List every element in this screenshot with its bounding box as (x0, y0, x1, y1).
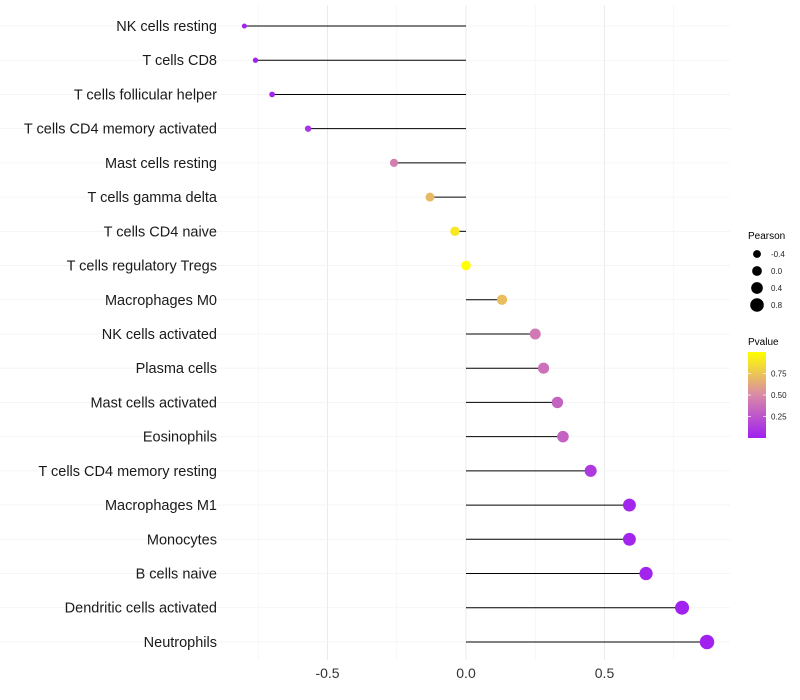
point (675, 600, 690, 615)
size-legend-label: 0.8 (771, 301, 783, 310)
point (252, 57, 259, 63)
x-axis-ticks: -0.5 0.0 0.5 (315, 665, 614, 681)
y-axis-label: Eosinophils (143, 430, 217, 446)
y-axis-label: Dendritic cells activated (65, 601, 217, 617)
size-legend-label: 0.4 (771, 284, 783, 293)
y-axis-label: Monocytes (147, 532, 217, 548)
point (269, 91, 275, 98)
y-axis-label: Plasma cells (136, 361, 217, 377)
point (639, 566, 653, 581)
size-legend-label: -0.4 (771, 250, 785, 259)
size-legend-title: Pearson (748, 231, 785, 242)
y-axis-labels: NK cells resting T cells CD8 T cells folli… (24, 19, 218, 651)
y-axis-label: T cells gamma delta (88, 190, 218, 206)
y-axis-label: NK cells activated (102, 327, 217, 343)
size-legend-key (753, 250, 761, 258)
y-axis-label: Neutrophils (144, 635, 217, 651)
color-legend-label: 0.75 (771, 370, 787, 379)
point (537, 362, 550, 374)
y-axis-label: T cells regulatory Tregs (67, 259, 217, 275)
stems (244, 25, 707, 643)
point (584, 464, 597, 477)
x-tick-label: 0.0 (456, 665, 476, 681)
point (389, 158, 399, 167)
x-tick-label: 0.5 (595, 665, 615, 681)
point (450, 226, 460, 237)
color-bar (748, 352, 766, 438)
points (241, 23, 715, 650)
point (425, 192, 435, 202)
color-legend-label: 0.25 (771, 413, 787, 422)
point (304, 125, 312, 132)
point (699, 634, 715, 650)
point (622, 532, 636, 546)
point (551, 396, 564, 409)
y-axis-label: Mast cells activated (90, 395, 217, 411)
x-tick-label: -0.5 (315, 665, 339, 681)
y-axis-label: Macrophages M1 (105, 498, 217, 514)
point (557, 430, 569, 443)
y-axis-label: Mast cells resting (105, 156, 217, 172)
y-axis-label: T cells CD4 memory activated (24, 122, 217, 138)
size-legend-key (750, 298, 764, 312)
point (241, 23, 247, 29)
y-axis-label: Macrophages M0 (105, 293, 217, 309)
legend: Pearson -0.4 0.0 0.4 0.8 Pvalue 0.75 0.50 0.2… (748, 231, 787, 438)
size-legend-label: 0.0 (771, 267, 783, 276)
point (622, 498, 636, 512)
y-axis-label: T cells CD4 naive (104, 224, 217, 240)
size-legend-key (752, 266, 762, 276)
point (529, 328, 541, 340)
color-legend-label: 0.50 (771, 391, 787, 400)
point (461, 260, 471, 271)
size-legend-key (751, 282, 763, 294)
y-axis-label: T cells CD8 (142, 53, 217, 69)
y-axis-label: NK cells resting (116, 19, 217, 35)
y-axis-label: B cells naive (136, 567, 217, 583)
color-legend-title: Pvalue (748, 337, 779, 348)
point (496, 294, 508, 305)
y-axis-label: T cells CD4 memory resting (38, 464, 217, 480)
y-axis-label: T cells follicular helper (74, 87, 217, 103)
